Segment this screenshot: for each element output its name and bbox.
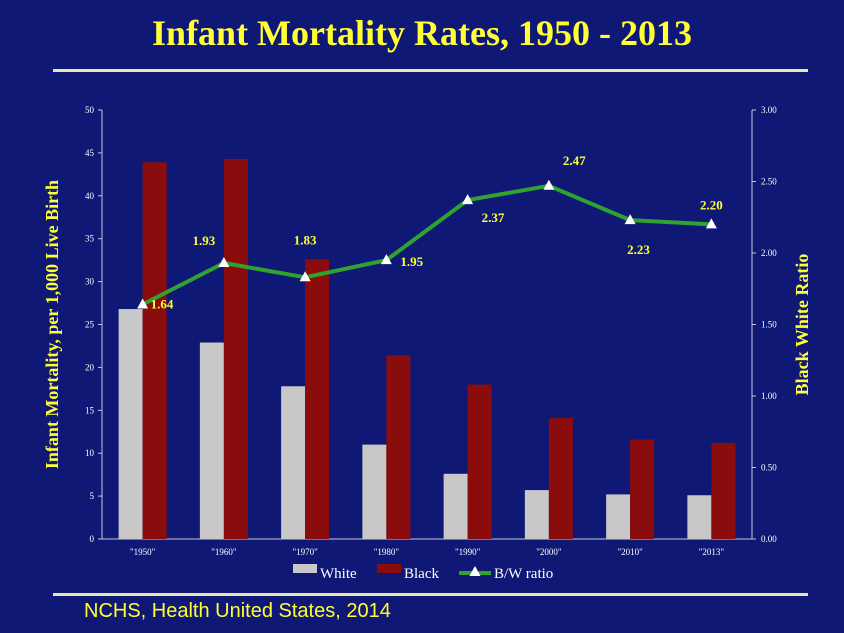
chart-legend: White Black B/W ratio (293, 564, 553, 582)
legend-marker-ratio (469, 566, 481, 576)
footer-divider (53, 593, 808, 596)
legend-swatch-black (377, 564, 401, 573)
y-tick-label: 5 (90, 491, 95, 501)
ratio-line (141, 183, 712, 307)
x-tick-label: "1990" (455, 547, 481, 557)
ratio-marker (299, 271, 311, 282)
bar-white (687, 495, 712, 539)
ratio-data-label: 1.64 (151, 296, 174, 311)
legend-label-white: White (320, 566, 357, 582)
bar-white (524, 490, 549, 539)
ratio-marker (624, 214, 636, 225)
y-tick-label: 45 (85, 148, 95, 158)
y-tick-label: 15 (85, 405, 95, 415)
title-divider (53, 69, 808, 72)
y-tick-label: 10 (85, 448, 95, 458)
x-tick-label: "2000" (536, 547, 562, 557)
ratio-data-label: 1.95 (400, 254, 423, 269)
x-tick-label: "1960" (211, 547, 237, 557)
legend-label-ratio: B/W ratio (494, 566, 553, 582)
ratio-marker (218, 257, 230, 268)
ratio-data-label: 2.23 (627, 242, 650, 257)
y-tick-label: 40 (85, 191, 95, 201)
data-labels: 1.64 1.93 1.83 1.95 2.37 2.47 2.23 2.20 (151, 153, 723, 312)
bar-black (142, 162, 167, 539)
y2-tick-label: 1.50 (761, 320, 777, 330)
ratio-line-layer (137, 179, 717, 309)
ratio-marker (462, 194, 474, 205)
x-tick-label: "1970" (292, 547, 318, 557)
y2-axis-title: Black White Ratio (792, 254, 812, 396)
bar-black (305, 259, 330, 539)
bar-black (548, 418, 573, 539)
ratio-data-label: 2.20 (700, 197, 723, 212)
ratio-data-label: 1.83 (294, 232, 317, 247)
y-tick-label: 30 (85, 277, 95, 287)
bar-black (223, 158, 248, 539)
y2-tick-label: 0.50 (761, 463, 777, 473)
x-tick-label: "2010" (617, 547, 643, 557)
ratio-marker (380, 254, 392, 265)
chart: 0 5 10 15 20 25 30 35 40 45 50 0.00 0.50 1.00 1.50 2.00… (42, 105, 812, 582)
bar-white (118, 309, 143, 539)
y2-tick-label: 1.00 (761, 391, 777, 401)
bar-black (467, 384, 492, 539)
page-title: Infant Mortality Rates, 1950 - 2013 (152, 13, 692, 53)
bar-white (606, 494, 631, 539)
y-axis-title: Infant Mortality, per 1,000 Live Birth (42, 180, 62, 469)
bar-white (362, 444, 387, 539)
y-tick-label: 50 (85, 105, 95, 115)
ratio-data-label: 2.37 (482, 210, 505, 225)
y2-tick-label: 0.00 (761, 534, 777, 544)
y2-tick-label: 3.00 (761, 105, 777, 115)
ratio-marker (705, 218, 717, 229)
y2-tick-label: 2.50 (761, 177, 777, 187)
y-tick-label: 0 (90, 534, 95, 544)
ratio-marker (137, 298, 149, 309)
bar-white (443, 473, 468, 539)
legend-swatch-white (293, 564, 317, 573)
x-tick-label: "1950" (130, 547, 156, 557)
ratio-marker (543, 179, 555, 190)
x-tick-label: "1980" (374, 547, 400, 557)
legend-label-black: Black (404, 566, 439, 582)
y2-tick-label: 2.00 (761, 248, 777, 258)
ratio-data-label: 2.47 (563, 153, 586, 168)
y-tick-label: 25 (85, 320, 95, 330)
bar-black (630, 439, 655, 539)
bar-black (711, 442, 736, 539)
bar-white (281, 386, 306, 539)
y-tick-label: 35 (85, 234, 95, 244)
x-tick-label: "2013" (699, 547, 725, 557)
bar-white (199, 342, 224, 539)
y-tick-label: 20 (85, 362, 95, 372)
chart-bars (118, 158, 736, 539)
source-note: NCHS, Health United States, 2014 (84, 600, 391, 622)
ratio-data-label: 1.93 (193, 233, 216, 248)
bar-black (386, 355, 411, 539)
